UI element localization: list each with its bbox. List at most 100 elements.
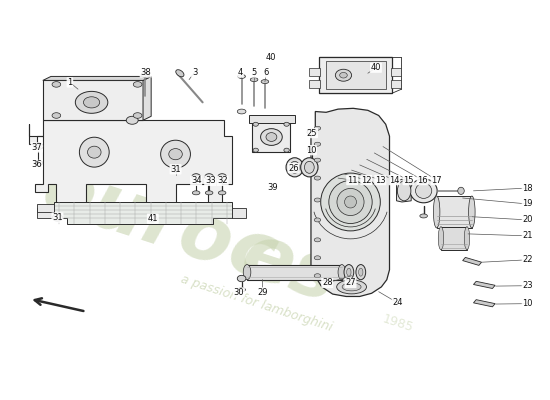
- Ellipse shape: [87, 146, 101, 158]
- Bar: [249, 116, 295, 124]
- Ellipse shape: [433, 196, 440, 228]
- Bar: [37, 208, 54, 218]
- Ellipse shape: [237, 109, 246, 114]
- Text: 40: 40: [371, 63, 381, 72]
- Text: 33: 33: [205, 176, 216, 185]
- Ellipse shape: [218, 191, 226, 195]
- Text: es: es: [232, 218, 347, 318]
- Ellipse shape: [253, 122, 258, 126]
- Ellipse shape: [218, 174, 227, 180]
- Ellipse shape: [286, 158, 304, 177]
- Ellipse shape: [238, 74, 245, 78]
- Ellipse shape: [169, 148, 182, 160]
- Ellipse shape: [36, 144, 41, 148]
- Ellipse shape: [250, 78, 258, 82]
- Text: 15: 15: [403, 176, 414, 184]
- Ellipse shape: [238, 288, 245, 292]
- Text: 29: 29: [257, 288, 267, 297]
- Text: 1: 1: [67, 78, 73, 87]
- Ellipse shape: [126, 116, 138, 124]
- Text: 6: 6: [264, 68, 270, 77]
- Text: 10: 10: [306, 146, 316, 155]
- Ellipse shape: [314, 142, 321, 146]
- Ellipse shape: [337, 188, 364, 216]
- Ellipse shape: [321, 173, 380, 231]
- Ellipse shape: [52, 113, 60, 118]
- Ellipse shape: [305, 161, 314, 173]
- Text: 16: 16: [417, 176, 428, 184]
- Bar: [441, 227, 467, 250]
- Text: 27: 27: [345, 278, 356, 288]
- Ellipse shape: [171, 166, 180, 172]
- Polygon shape: [311, 108, 389, 296]
- Ellipse shape: [338, 264, 345, 280]
- Polygon shape: [143, 76, 151, 120]
- Ellipse shape: [176, 70, 184, 77]
- Ellipse shape: [141, 72, 150, 77]
- Text: 39: 39: [268, 183, 278, 192]
- Ellipse shape: [52, 82, 60, 87]
- Ellipse shape: [464, 227, 470, 250]
- Ellipse shape: [133, 82, 142, 87]
- Ellipse shape: [243, 264, 251, 280]
- Ellipse shape: [266, 133, 277, 142]
- Ellipse shape: [284, 122, 289, 126]
- Ellipse shape: [253, 148, 258, 152]
- Ellipse shape: [205, 174, 213, 180]
- Ellipse shape: [314, 158, 321, 162]
- Ellipse shape: [261, 129, 282, 145]
- Ellipse shape: [205, 191, 213, 195]
- Ellipse shape: [301, 158, 318, 177]
- Text: 31: 31: [52, 213, 63, 222]
- Text: 23: 23: [522, 281, 533, 290]
- Text: 34: 34: [191, 176, 201, 185]
- Text: 10: 10: [522, 299, 533, 308]
- Text: 18: 18: [522, 184, 533, 192]
- Text: 30: 30: [234, 288, 244, 297]
- Text: 19: 19: [522, 200, 533, 208]
- Ellipse shape: [148, 216, 157, 222]
- Text: 24: 24: [392, 298, 403, 307]
- Ellipse shape: [410, 179, 437, 203]
- Polygon shape: [29, 120, 233, 204]
- Ellipse shape: [438, 227, 444, 250]
- Ellipse shape: [75, 91, 108, 113]
- Ellipse shape: [342, 283, 361, 291]
- Bar: [233, 208, 246, 218]
- Ellipse shape: [314, 218, 321, 222]
- Ellipse shape: [261, 80, 269, 84]
- Ellipse shape: [284, 148, 289, 152]
- Text: 26: 26: [288, 164, 299, 173]
- Bar: [252, 122, 290, 152]
- Ellipse shape: [420, 214, 427, 218]
- Bar: [437, 196, 472, 228]
- Bar: [390, 68, 402, 76]
- Bar: [319, 57, 392, 93]
- Text: 38: 38: [140, 68, 151, 77]
- Bar: [37, 204, 54, 212]
- Ellipse shape: [79, 137, 109, 167]
- Ellipse shape: [314, 126, 321, 130]
- Ellipse shape: [84, 97, 100, 108]
- Ellipse shape: [307, 146, 315, 152]
- Ellipse shape: [314, 198, 321, 202]
- Polygon shape: [54, 202, 233, 224]
- Bar: [390, 80, 402, 88]
- Ellipse shape: [34, 160, 43, 165]
- Ellipse shape: [290, 161, 300, 173]
- Text: 32: 32: [217, 176, 228, 185]
- Ellipse shape: [356, 264, 366, 280]
- Bar: [309, 68, 320, 76]
- Ellipse shape: [192, 191, 200, 195]
- Text: 31: 31: [170, 165, 181, 174]
- Text: 40: 40: [266, 53, 276, 62]
- Text: 13: 13: [375, 176, 386, 184]
- Ellipse shape: [469, 196, 475, 228]
- Ellipse shape: [344, 264, 354, 280]
- Polygon shape: [474, 281, 495, 288]
- Polygon shape: [474, 300, 495, 307]
- Ellipse shape: [344, 196, 356, 208]
- Ellipse shape: [329, 180, 372, 224]
- Ellipse shape: [397, 181, 411, 201]
- Text: 11: 11: [347, 176, 358, 184]
